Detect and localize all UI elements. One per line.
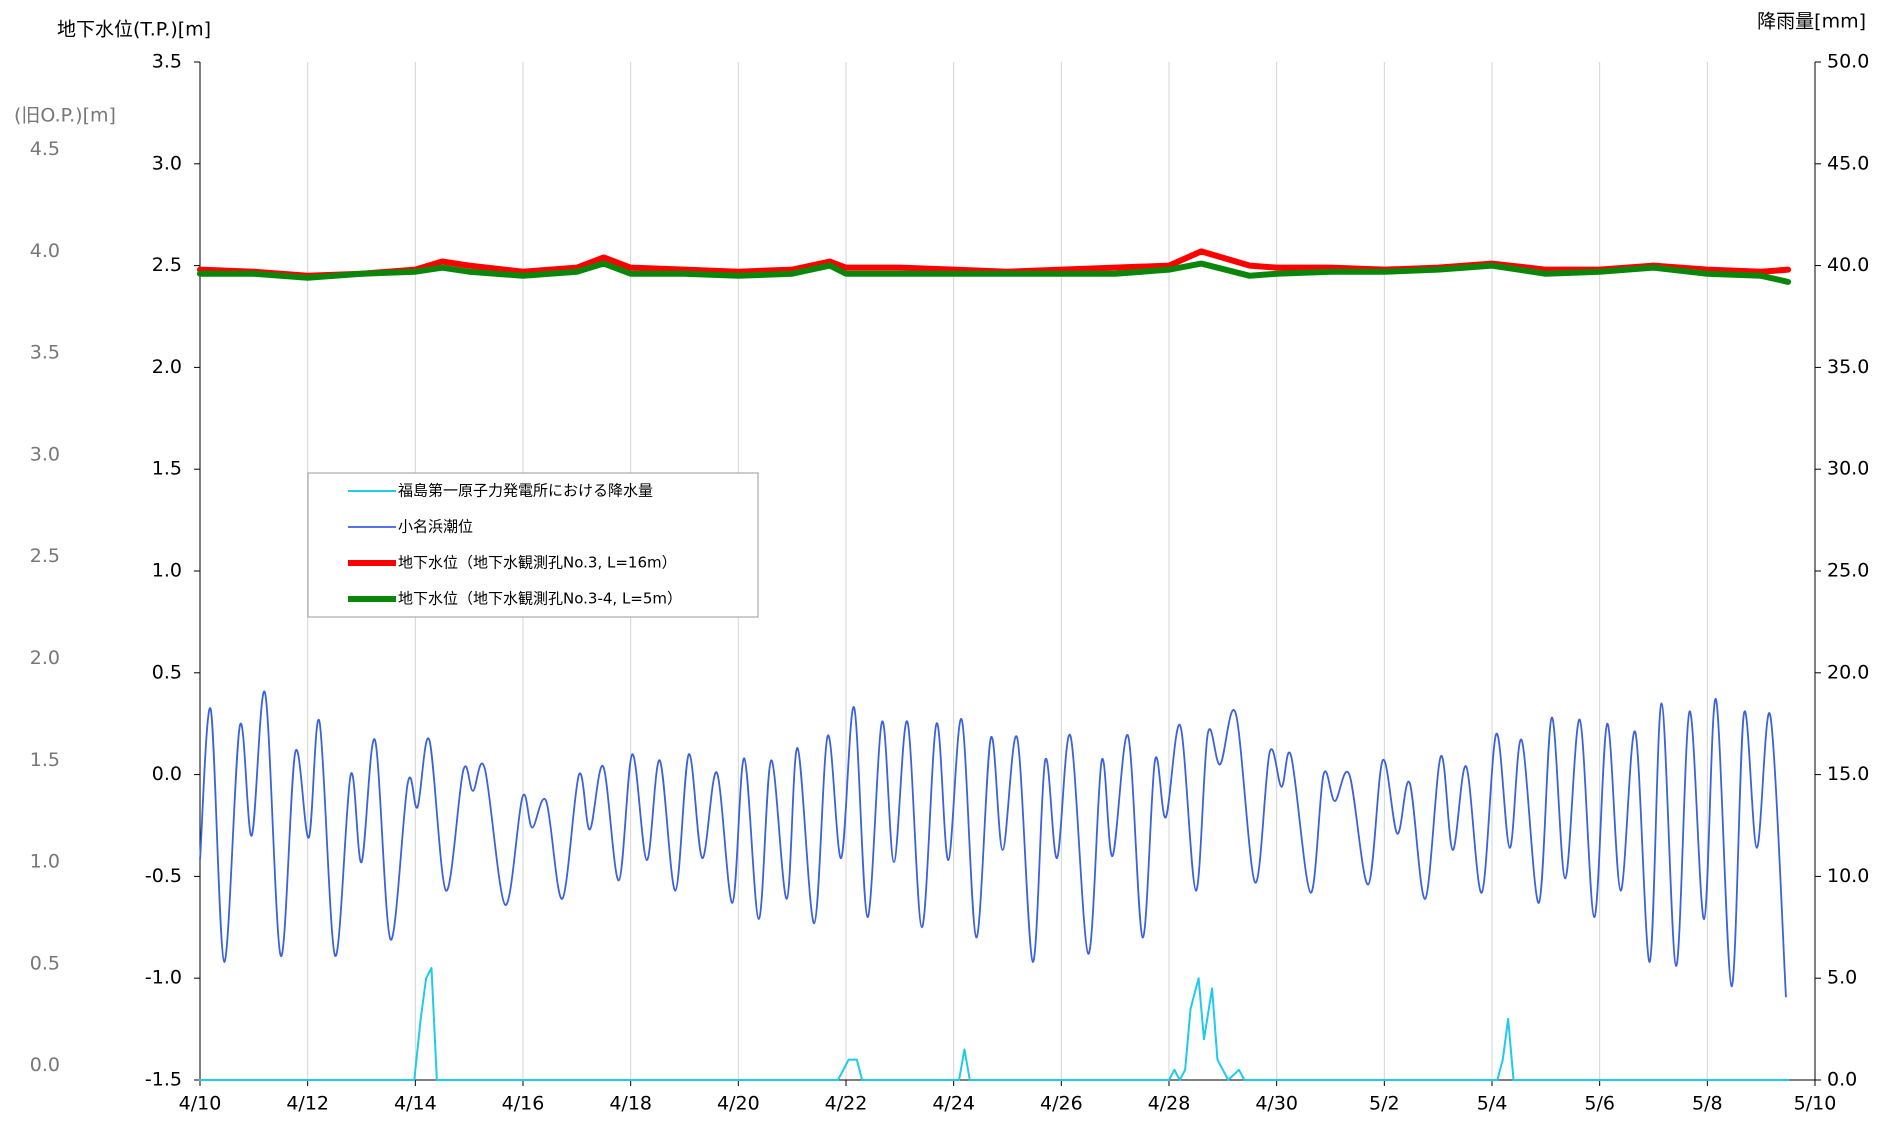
y3-tick-label: 3.5 — [30, 342, 60, 364]
y2-tick-label: 10.0 — [1827, 865, 1869, 887]
legend-label: 小名浜潮位 — [398, 518, 473, 536]
y2-tick-label: 35.0 — [1827, 356, 1869, 378]
x-tick-label: 4/14 — [394, 1093, 437, 1115]
x-tick-label: 5/8 — [1692, 1093, 1723, 1115]
y3-tick-label: 3.0 — [30, 443, 60, 465]
x-tick-label: 4/28 — [1148, 1093, 1191, 1115]
y-tick-label: -1.0 — [145, 967, 182, 989]
x-tick-label: 4/10 — [179, 1093, 222, 1115]
x-tick-label: 4/30 — [1255, 1093, 1298, 1115]
y-tick-label: -1.5 — [145, 1069, 182, 1091]
legend-label: 地下水位（地下水観測孔No.3, L=16m） — [398, 554, 677, 572]
y3-tick-label: 4.0 — [30, 240, 60, 262]
y-tick-label: 1.5 — [152, 458, 182, 480]
x-tick-label: 5/2 — [1369, 1093, 1400, 1115]
legend-label: 地下水位（地下水観測孔No.3-4, L=5m） — [398, 590, 682, 608]
x-tick-label: 4/20 — [717, 1093, 760, 1115]
legend-label: 福島第一原子力発電所における降水量 — [398, 482, 653, 500]
x-tick-label: 4/16 — [502, 1093, 545, 1115]
y-tick-label: -0.5 — [145, 865, 182, 887]
y2-tick-label: 0.0 — [1827, 1069, 1857, 1091]
y-tick-label: 0.5 — [152, 661, 182, 683]
y3-axis-title: (旧O.P.)[m] — [14, 105, 116, 127]
series-line — [197, 260, 1792, 285]
x-tick-label: 4/18 — [609, 1093, 652, 1115]
y2-tick-label: 45.0 — [1827, 152, 1869, 174]
y-tick-label: 3.0 — [152, 152, 182, 174]
y2-tick-label: 20.0 — [1827, 661, 1869, 683]
series-line — [199, 690, 1787, 998]
y2-tick-label: 25.0 — [1827, 560, 1869, 582]
y-tick-label: 2.0 — [152, 356, 182, 378]
x-tick-label: 5/6 — [1584, 1093, 1615, 1115]
y3-tick-label: 1.5 — [30, 749, 60, 771]
x-tick-label: 4/24 — [932, 1093, 975, 1115]
y3-tick-label: 0.5 — [30, 952, 60, 974]
y-axis-title: 地下水位(T.P.)[m] — [57, 19, 211, 41]
y3-tick-label: 4.5 — [30, 138, 60, 160]
x-tick-label: 4/12 — [286, 1093, 329, 1115]
y3-tick-label: 0.0 — [30, 1054, 60, 1076]
x-tick-label: 5/10 — [1794, 1093, 1837, 1115]
y-tick-label: 1.0 — [152, 560, 182, 582]
y2-tick-label: 40.0 — [1827, 254, 1869, 276]
x-tick-label: 5/4 — [1477, 1093, 1508, 1115]
y-tick-label: 0.0 — [152, 763, 182, 785]
y3-tick-label: 1.0 — [30, 851, 60, 873]
x-tick-label: 4/26 — [1040, 1093, 1083, 1115]
y-tick-label: 3.5 — [152, 51, 182, 73]
y3-tick-label: 2.0 — [30, 647, 60, 669]
y-tick-label: 2.5 — [152, 254, 182, 276]
series-line — [199, 967, 1790, 1081]
x-tick-label: 4/22 — [825, 1093, 868, 1115]
y2-tick-label: 50.0 — [1827, 51, 1869, 73]
legend — [307, 472, 759, 618]
y2-axis-title: 降雨量[mm] — [1757, 11, 1866, 33]
y2-tick-label: 5.0 — [1827, 967, 1857, 989]
y3-tick-label: 2.5 — [30, 545, 60, 567]
y2-tick-label: 30.0 — [1827, 458, 1869, 480]
y2-tick-label: 15.0 — [1827, 763, 1869, 785]
